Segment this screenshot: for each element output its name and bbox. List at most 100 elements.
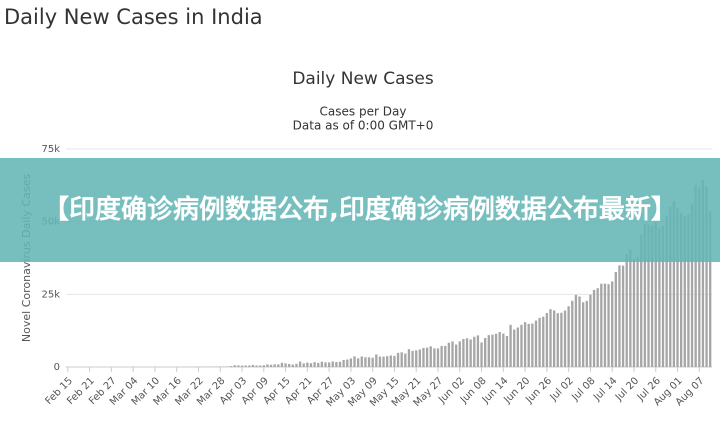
bar <box>306 362 309 367</box>
x-tick-label: Jul 08 <box>569 375 597 403</box>
y-tick-label: 75k <box>41 144 60 155</box>
bar <box>433 348 436 367</box>
bar <box>393 355 396 367</box>
bar <box>418 349 422 367</box>
bar <box>589 294 592 367</box>
bar <box>255 365 258 367</box>
bar <box>349 358 353 367</box>
bar <box>371 357 374 367</box>
bar <box>560 312 563 367</box>
x-tick-label: Jul 14 <box>591 375 619 403</box>
bar <box>665 215 668 367</box>
bar <box>603 283 607 367</box>
bar <box>563 310 567 367</box>
bar <box>447 342 451 367</box>
bar <box>251 364 255 367</box>
bar <box>277 364 280 367</box>
bar <box>582 302 585 367</box>
bar <box>324 362 327 367</box>
bar <box>552 310 556 367</box>
bar <box>643 223 647 367</box>
bar <box>545 313 549 367</box>
bar <box>658 228 661 367</box>
bar <box>484 337 487 367</box>
bar <box>676 207 679 367</box>
bar <box>364 357 367 367</box>
bar <box>291 364 294 367</box>
bar <box>640 234 643 367</box>
bar <box>705 186 708 367</box>
y-tick-label: 0 <box>54 362 60 373</box>
bar <box>346 359 349 367</box>
y-tick-label: 25k <box>41 289 60 300</box>
bar <box>574 294 578 367</box>
bar <box>451 341 454 367</box>
bar <box>338 361 342 367</box>
bar <box>400 352 403 367</box>
bar <box>542 316 545 367</box>
bar <box>313 362 316 367</box>
bar <box>600 283 603 367</box>
bar <box>422 348 425 367</box>
bar <box>607 284 610 367</box>
bar <box>425 347 429 367</box>
bar <box>342 360 345 367</box>
bar <box>683 215 686 367</box>
bar <box>549 309 552 367</box>
bar <box>679 213 683 367</box>
bar <box>592 289 596 367</box>
bar <box>262 365 265 367</box>
bar <box>480 342 483 367</box>
bar <box>462 339 465 367</box>
bar <box>531 323 534 367</box>
bar <box>473 336 476 367</box>
subtitle: Cases per Day <box>320 105 407 119</box>
banner: 【印度确诊病例数据公布,印度确诊病例数据公布最新】 <box>0 158 720 262</box>
chart-title: Daily New Cases <box>292 69 434 89</box>
bar <box>509 324 512 367</box>
bar <box>596 288 599 367</box>
bar <box>498 332 501 367</box>
bar <box>335 362 338 367</box>
bar <box>527 323 530 367</box>
bar <box>240 365 244 367</box>
bar <box>701 179 705 367</box>
bar <box>611 281 614 367</box>
bar <box>491 334 494 367</box>
bar <box>382 356 385 367</box>
bar <box>647 224 650 367</box>
bar <box>396 352 400 367</box>
bar <box>229 366 233 367</box>
bar <box>578 296 581 367</box>
bar <box>233 365 236 367</box>
bar <box>244 365 247 367</box>
bar <box>654 221 657 367</box>
bar <box>444 345 447 367</box>
bar <box>687 214 690 367</box>
bar <box>513 329 516 367</box>
bar <box>661 225 665 367</box>
bar <box>436 348 440 367</box>
bar <box>317 362 320 367</box>
bar <box>469 339 472 367</box>
bar <box>629 249 632 367</box>
bar <box>454 344 458 367</box>
bar <box>237 365 240 367</box>
x-tick-label: Jul 20 <box>613 375 641 403</box>
bar <box>386 356 389 367</box>
bar <box>327 362 331 367</box>
subtitle: Data as of 0:00 GMT+0 <box>293 119 434 133</box>
bar <box>404 353 407 367</box>
bar <box>302 363 305 367</box>
bar <box>567 306 570 367</box>
bar <box>585 300 588 367</box>
bar <box>523 322 527 367</box>
bar <box>389 355 392 367</box>
bar <box>269 364 273 367</box>
bar <box>266 364 269 367</box>
bar <box>248 365 251 367</box>
bar <box>298 361 302 367</box>
bar <box>538 317 541 367</box>
bar <box>505 335 509 367</box>
